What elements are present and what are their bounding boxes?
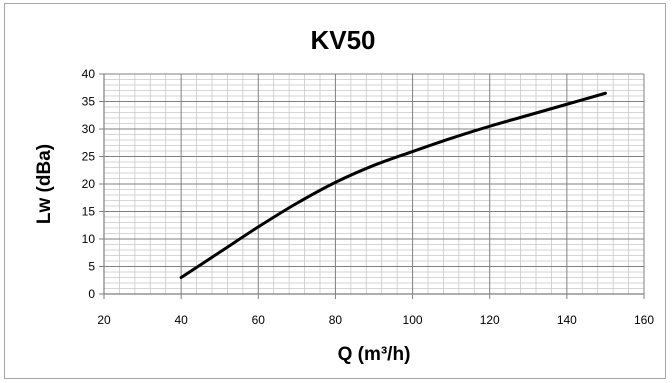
x-tick-label: 60 — [252, 313, 266, 327]
y-tick-labels: 0 5 10 15 20 25 30 35 40 — [82, 67, 96, 301]
y-tick-label: 40 — [82, 67, 96, 81]
y-tick-label: 0 — [88, 287, 95, 301]
series-group — [179, 91, 607, 279]
series-line — [179, 91, 607, 279]
y-tick-label: 35 — [82, 95, 96, 109]
x-tick-label: 140 — [557, 313, 577, 327]
x-tick-label: 120 — [480, 313, 500, 327]
x-tick-labels: 20 40 60 80 100 120 140 160 — [97, 313, 654, 327]
x-tick-label: 20 — [97, 313, 111, 327]
y-tick-label: 30 — [82, 122, 96, 136]
y-tick-label: 5 — [88, 260, 95, 274]
x-tick-label: 40 — [174, 313, 188, 327]
x-tick-label: 160 — [634, 313, 654, 327]
y-tick-label: 10 — [82, 232, 96, 246]
chart-title: KV50 — [310, 25, 375, 55]
y-axis-title: Lw (dBa) — [34, 144, 55, 224]
y-tick-label: 25 — [82, 150, 96, 164]
y-tick-label: 20 — [82, 177, 96, 191]
x-tick-label: 100 — [403, 313, 423, 327]
y-tick-label: 15 — [82, 205, 96, 219]
grid — [99, 73, 645, 299]
x-tick-label: 80 — [329, 313, 343, 327]
x-axis-title: Q (m³/h) — [338, 344, 411, 365]
